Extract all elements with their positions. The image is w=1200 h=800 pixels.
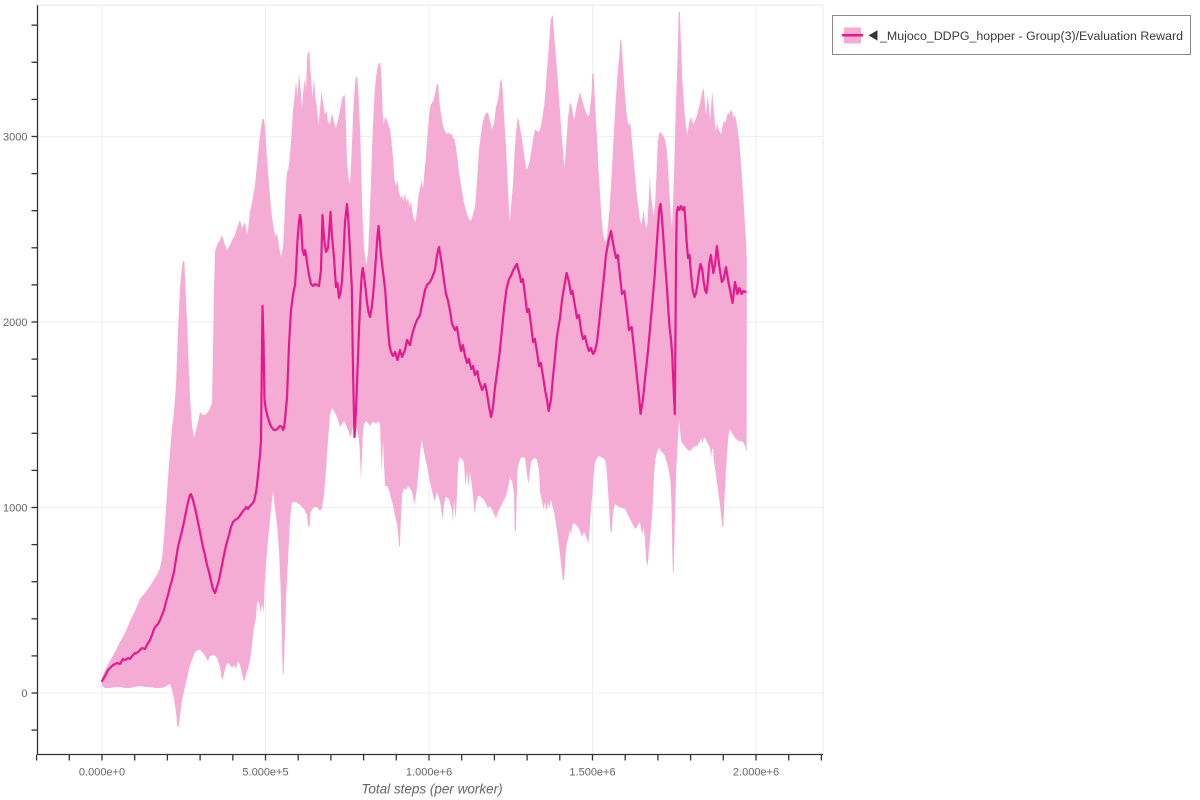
svg-text:0.000e+0: 0.000e+0 [79, 767, 125, 779]
svg-text:_Mujoco_DDPG_hopper - Group(3): _Mujoco_DDPG_hopper - Group(3)/Evaluatio… [879, 29, 1183, 43]
svg-text:1000: 1000 [3, 503, 27, 515]
svg-text:1.000e+6: 1.000e+6 [406, 767, 452, 779]
svg-text:1.500e+6: 1.500e+6 [569, 767, 615, 779]
svg-text:0: 0 [21, 688, 27, 700]
svg-text:2000: 2000 [3, 317, 27, 329]
svg-text:Total steps (per worker): Total steps (per worker) [361, 782, 502, 797]
svg-text:5.000e+5: 5.000e+5 [242, 767, 288, 779]
svg-text:2.000e+6: 2.000e+6 [733, 767, 779, 779]
svg-text:3000: 3000 [3, 132, 27, 144]
